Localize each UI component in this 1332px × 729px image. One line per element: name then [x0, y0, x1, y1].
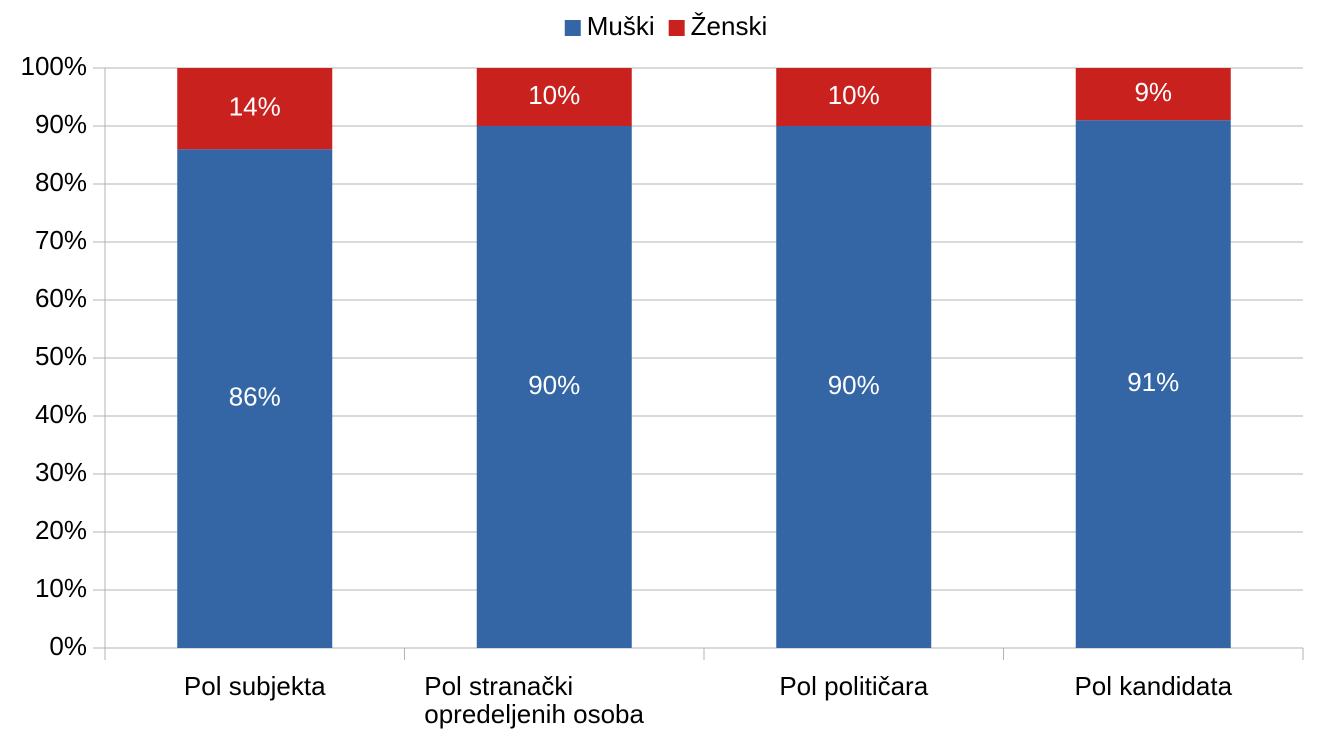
y-tick-label: 30% [35, 457, 87, 487]
x-tick-label: Pol kandidata [1074, 671, 1233, 701]
data-label: 86% [229, 381, 281, 411]
y-tick-label: 40% [35, 399, 87, 429]
bar-segment [177, 149, 333, 648]
bar-segment [177, 68, 333, 150]
x-tick-label: Pol političara [779, 671, 929, 701]
data-label: 10% [528, 80, 580, 110]
y-tick-label: 50% [35, 341, 87, 371]
x-tick-label: Pol subjekta [183, 671, 326, 701]
data-label: 90% [828, 370, 880, 400]
y-tick-label: 70% [35, 225, 87, 255]
y-tick-label: 20% [35, 515, 87, 545]
legend-label: Ženski [691, 11, 768, 41]
legend-swatch [564, 20, 581, 36]
y-tick-label: 0% [49, 631, 87, 661]
data-label: 14% [229, 91, 281, 121]
y-tick-label: 100% [21, 51, 88, 81]
y-tick-label: 60% [35, 283, 87, 313]
data-label: 91% [1127, 367, 1179, 397]
data-label: 90% [528, 370, 580, 400]
bar-segment [776, 126, 932, 648]
y-tick-label: 80% [35, 167, 87, 197]
legend-swatch [668, 20, 685, 36]
y-tick-label: 90% [35, 109, 87, 139]
bar-segment [476, 126, 632, 648]
bar-segment [1075, 68, 1231, 121]
legend-label: Muški [587, 11, 655, 41]
bar-segment [776, 68, 932, 126]
data-label: 10% [828, 80, 880, 110]
y-tick-label: 10% [35, 573, 87, 603]
data-label: 9% [1134, 77, 1172, 107]
bar-segment [476, 68, 632, 126]
bar-segment [1075, 120, 1231, 648]
x-tick-label: Pol stranački opredeljenih osoba [424, 671, 644, 729]
